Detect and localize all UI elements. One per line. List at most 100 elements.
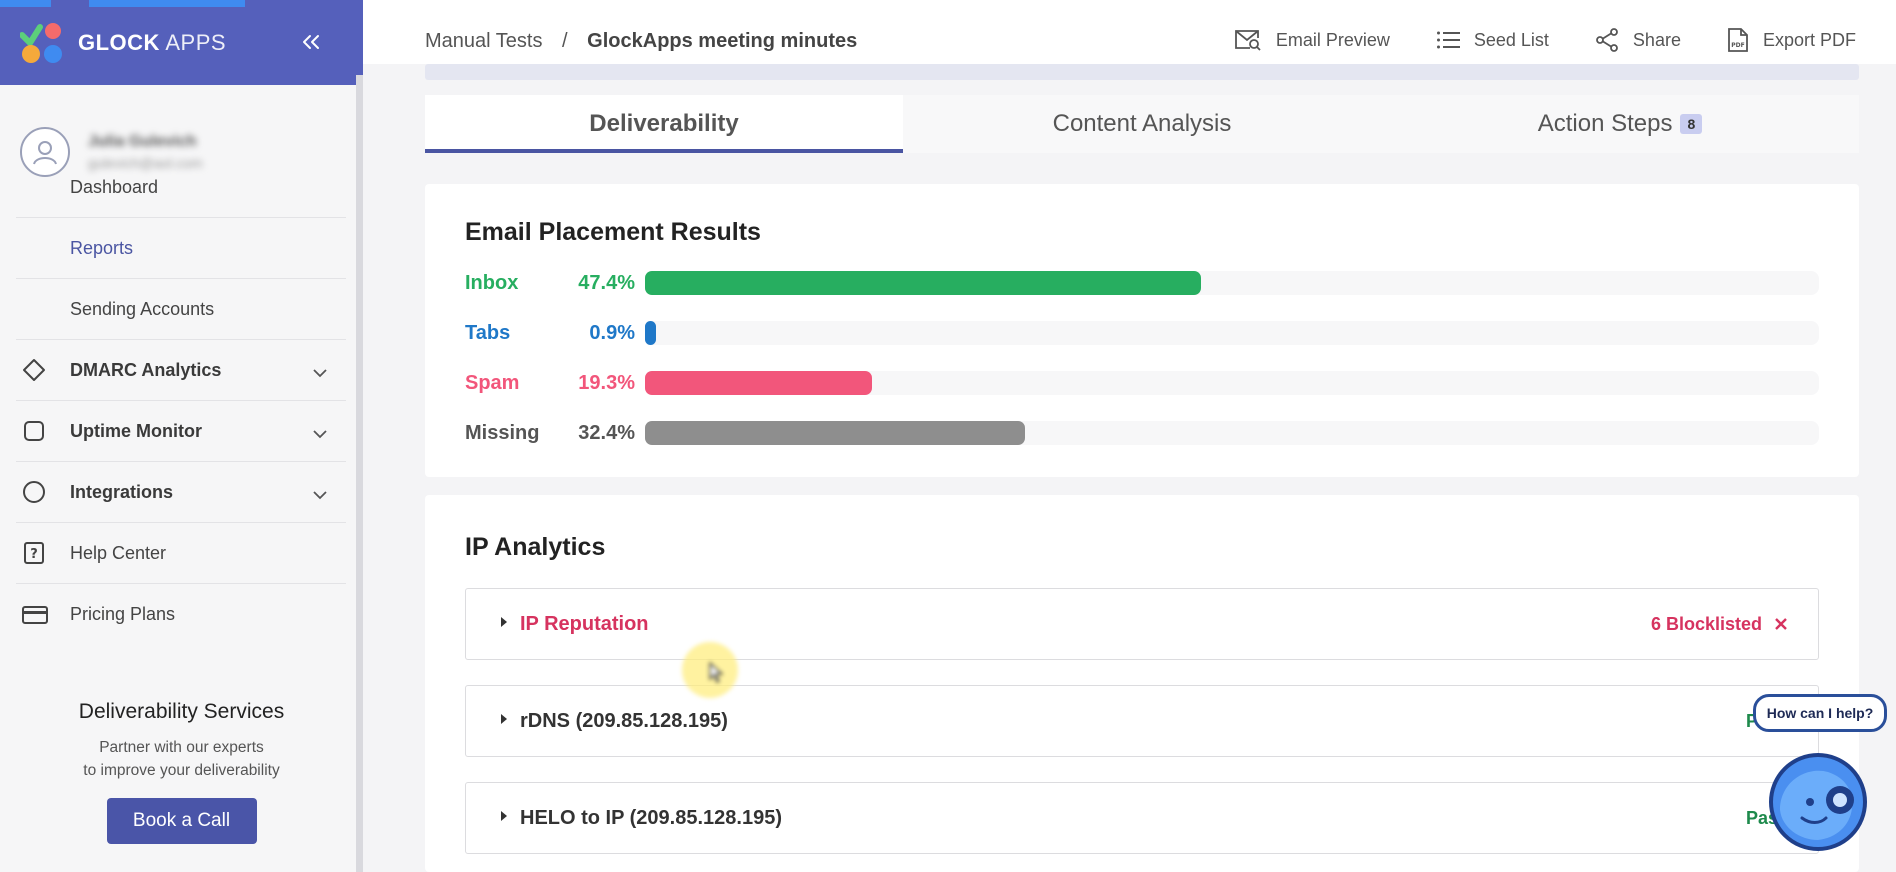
export-pdf-button[interactable]: PDF Export PDF	[1727, 27, 1856, 53]
sidebar-item-help-center[interactable]: ? Help Center	[16, 523, 346, 584]
chevron-down-icon[interactable]	[312, 362, 328, 383]
breadcrumb-current: GlockApps meeting minutes	[587, 30, 858, 52]
sidebar-item-dmarc-analytics[interactable]: DMARC Analytics	[16, 340, 346, 401]
user-name: Julia Gulevich	[88, 133, 197, 150]
email-preview-icon	[1234, 30, 1261, 51]
logo[interactable]: GLOCK APPS	[19, 21, 226, 65]
placement-percentage: 0.9%	[589, 321, 635, 344]
seed-list-label: Seed List	[1473, 29, 1549, 50]
tab-label: Deliverability	[589, 110, 739, 137]
sidebar-item-sending-accounts[interactable]: Sending Accounts	[16, 279, 346, 340]
rdns-accordion[interactable]: rDNS (209.85.128.195) Pass	[465, 685, 1819, 757]
sidebar-item-label: Pricing Plans	[70, 604, 176, 624]
sidebar-item-dashboard[interactable]: Dashboard	[16, 157, 346, 218]
sidebar-item-pricing-plans[interactable]: Pricing Plans	[16, 584, 346, 645]
placement-row-inbox: Inbox 47.4%	[465, 270, 1819, 296]
accordion-status: 6 Blocklisted	[1651, 614, 1788, 635]
caret-right-icon	[500, 712, 508, 730]
tab-content-analysis[interactable]: Content Analysis	[903, 95, 1381, 153]
avatar	[20, 127, 70, 177]
email-placement-title: Email Placement Results	[465, 218, 761, 246]
share-button[interactable]: Share	[1595, 27, 1681, 53]
sidebar-item-label: Dashboard	[70, 176, 159, 197]
sidebar-item-reports[interactable]: Reports	[16, 218, 346, 279]
placement-row-spam: Spam 19.3%	[465, 370, 1819, 396]
user-email: gulevich@aol.com	[88, 155, 203, 171]
close-icon	[1775, 618, 1787, 630]
book-a-call-button[interactable]: Book a Call	[106, 798, 257, 844]
placement-row-missing: Missing 32.4%	[465, 420, 1819, 446]
user-info: Julia Gulevich gulevich@aol.com	[88, 133, 203, 171]
main-content: Manual Tests / GlockApps meeting minutes…	[363, 0, 1896, 872]
placement-row-tabs: Tabs 0.9%	[465, 320, 1819, 346]
user-profile[interactable]: Julia Gulevich gulevich@aol.com	[0, 85, 363, 197]
services-description: Partner with our experts to improve your…	[0, 736, 363, 782]
svg-text:?: ?	[30, 547, 38, 562]
services-line-1: Partner with our experts	[99, 739, 264, 756]
sidebar-nav: Dashboard Reports Sending Accounts DMARC…	[16, 157, 346, 645]
svg-text:PDF: PDF	[1731, 42, 1744, 49]
chevron-down-icon[interactable]	[312, 484, 328, 505]
tab-action-steps[interactable]: Action Steps 8	[1381, 95, 1859, 153]
report-tabs: Deliverability Content Analysis Action S…	[425, 95, 1859, 153]
user-icon	[33, 141, 57, 165]
accordion-title: HELO to IP (209.85.128.195)	[520, 806, 782, 829]
placement-label: Tabs	[465, 321, 511, 344]
email-preview-button[interactable]: Email Preview	[1234, 27, 1390, 53]
sidebar-item-label: Integrations	[70, 481, 174, 502]
placement-bar-track	[645, 421, 1819, 445]
placement-bar-fill	[645, 421, 1026, 445]
logo-icon	[19, 21, 64, 65]
chevron-down-icon[interactable]	[312, 423, 328, 444]
placement-percentage: 32.4%	[578, 421, 635, 444]
chatbot-icon	[1769, 753, 1867, 851]
placement-bar-track	[645, 371, 1819, 395]
placement-label: Missing	[465, 421, 540, 444]
tab-deliverability[interactable]: Deliverability	[425, 95, 903, 153]
email-placement-card: Email Placement Results Inbox 47.4% Tabs 0.…	[425, 184, 1859, 477]
seed-list-button[interactable]: Seed List	[1436, 27, 1549, 53]
sidebar-item-label: Sending Accounts	[70, 298, 215, 319]
blocklisted-count: 6 Blocklisted	[1650, 613, 1762, 634]
services-title: Deliverability Services	[78, 700, 285, 723]
cursor-highlight	[682, 642, 738, 698]
brand-name-light: APPS	[165, 29, 227, 55]
brand-name: GLOCK APPS	[78, 30, 226, 56]
breadcrumb-parent-link[interactable]: Manual Tests	[425, 30, 543, 52]
credit-card-icon	[22, 604, 58, 626]
deliverability-services-promo: Deliverability Services Partner with our…	[0, 700, 363, 844]
breadcrumb-separator: /	[562, 30, 568, 52]
placement-label: Spam	[465, 371, 520, 394]
tab-label: Action Steps	[1537, 110, 1673, 137]
list-icon	[1436, 31, 1460, 49]
ip-reputation-accordion[interactable]: IP Reputation 6 Blocklisted	[465, 588, 1819, 660]
sidebar-item-label: DMARC Analytics	[70, 359, 222, 380]
placement-bar-fill	[645, 271, 1202, 295]
pdf-file-icon: PDF	[1728, 28, 1748, 52]
accordion-title: rDNS (209.85.128.195)	[520, 709, 728, 732]
placement-bar-fill	[645, 321, 656, 345]
placement-percentage: 47.4%	[578, 271, 635, 294]
sidebar-item-label: Reports	[70, 237, 134, 258]
brand-name-bold: GLOCK	[78, 29, 160, 55]
placement-percentage: 19.3%	[578, 371, 635, 394]
breadcrumb: Manual Tests / GlockApps meeting minutes	[425, 30, 857, 53]
ip-analytics-card: IP Analytics IP Reputation 6 Blocklisted…	[425, 495, 1859, 872]
helo-to-ip-accordion[interactable]: HELO to IP (209.85.128.195) Pass	[465, 782, 1819, 854]
chat-assistant-button[interactable]	[1766, 752, 1872, 852]
sidebar-scrollbar[interactable]	[356, 75, 363, 872]
sidebar-item-uptime-monitor[interactable]: Uptime Monitor	[16, 401, 346, 462]
help-chat-bubble[interactable]: How can I help?	[1753, 694, 1887, 732]
tab-label: Content Analysis	[1052, 110, 1232, 137]
caret-right-icon	[500, 809, 508, 827]
circle-icon	[22, 480, 58, 504]
collapse-sidebar-button[interactable]	[295, 26, 327, 58]
share-label: Share	[1632, 29, 1681, 50]
share-icon	[1596, 28, 1618, 52]
sidebar-item-integrations[interactable]: Integrations	[16, 462, 346, 523]
diamond-icon	[22, 358, 58, 382]
sidebar-item-label: Uptime Monitor	[70, 420, 202, 441]
placement-label: Inbox	[465, 271, 519, 294]
top-accent-line	[89, 0, 245, 7]
progress-strip	[425, 64, 1859, 80]
